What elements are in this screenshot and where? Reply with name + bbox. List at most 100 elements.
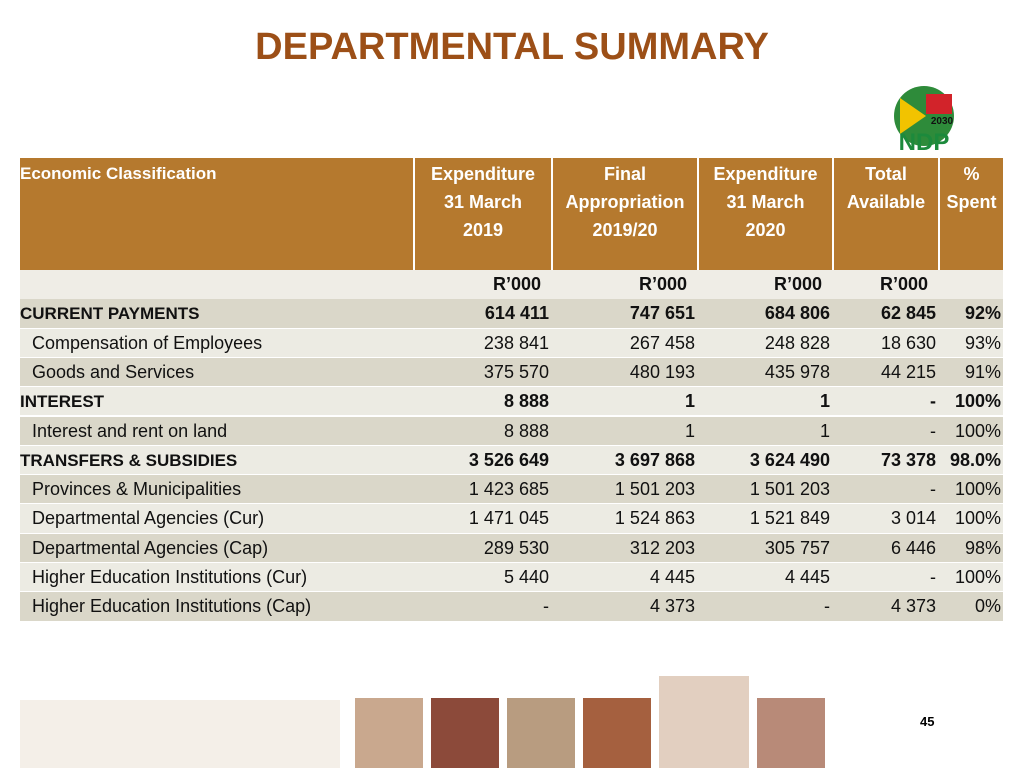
- value-cell: 614 411: [484, 303, 549, 324]
- row-bg: [20, 504, 1003, 533]
- children-image: [20, 700, 340, 768]
- unit-cell: R’000: [492, 274, 541, 294]
- slide-title: DEPARTMENTAL SUMMARY: [255, 26, 769, 68]
- row-bg: [20, 533, 1003, 562]
- header-line: 31 March: [726, 192, 805, 212]
- value-cell: 8 888: [503, 420, 549, 441]
- row-bg: [20, 299, 1003, 328]
- value-cell: 92%: [964, 303, 1001, 324]
- photo: [431, 698, 499, 768]
- value-cell: 1 423 685: [468, 479, 549, 500]
- row-label: Interest and rent on land: [32, 420, 228, 441]
- value-cell: 305 757: [764, 537, 830, 558]
- logo-flag-red: [926, 94, 952, 114]
- header-line: 2019/20: [592, 220, 658, 240]
- value-cell: 1 524 863: [614, 508, 695, 529]
- row-label: CURRENT PAYMENTS: [20, 304, 200, 324]
- value-cell: 1 521 849: [749, 508, 830, 529]
- photo: [757, 698, 825, 768]
- row-bg: [20, 563, 1003, 592]
- value-cell: 91%: [964, 361, 1001, 382]
- header-cell: % Spent: [940, 158, 1003, 270]
- value-cell: 375 570: [483, 361, 549, 382]
- value-cell: 4 373: [649, 596, 695, 617]
- value-cell: 100%: [954, 479, 1001, 500]
- row-bg: [20, 592, 1003, 621]
- value-cell: 44 215: [880, 361, 936, 382]
- value-cell: 3 697 868: [614, 449, 695, 470]
- value-cell: 100%: [954, 567, 1001, 587]
- row-label: Provinces & Municipalities: [32, 479, 242, 500]
- photo: [507, 698, 575, 768]
- value-cell: -: [824, 596, 830, 617]
- value-cell: 93%: [964, 332, 1001, 353]
- value-cell: 289 530: [483, 537, 549, 558]
- row-bg: [20, 445, 1003, 475]
- row-bg: [20, 357, 1003, 387]
- value-cell: 3 526 649: [468, 449, 549, 470]
- unit-cell: R’000: [638, 274, 687, 294]
- value-cell: 684 806: [764, 303, 830, 324]
- image-bg: [20, 700, 340, 768]
- value-cell: 435 978: [764, 361, 830, 382]
- value-cell: 3 014: [890, 508, 936, 529]
- unit-cell: R’000: [773, 274, 822, 294]
- header-cell: Expenditure 31 March 2019: [415, 158, 551, 270]
- value-cell: 3 624 490: [749, 449, 830, 470]
- ndp-logo: 2030 NDP: [894, 86, 954, 154]
- value-cell: 62 845: [880, 303, 936, 324]
- logo-year: 2030: [931, 116, 954, 127]
- row-label: Departmental Agencies (Cur): [32, 508, 265, 529]
- value-cell: 98.0%: [949, 449, 1001, 470]
- value-cell: 1: [684, 391, 695, 412]
- value-cell: 238 841: [483, 332, 549, 353]
- row-bg: [20, 387, 1003, 416]
- header-line: Final: [603, 164, 646, 184]
- header-cell: Total Available: [834, 158, 938, 270]
- row-label: Higher Education Institutions (Cap): [32, 596, 312, 617]
- value-cell: -: [930, 567, 936, 587]
- unit-cell: R’000: [879, 274, 928, 294]
- value-cell: 267 458: [629, 332, 695, 353]
- header-line: Economic Classification: [20, 164, 217, 183]
- photo: [355, 698, 423, 768]
- units-row-bg: [20, 270, 1003, 300]
- value-cell: -: [543, 596, 549, 617]
- header-line: 2019: [462, 220, 504, 240]
- header-cell: Final Appropriation 2019/20: [553, 158, 697, 270]
- row-label: Higher Education Institutions (Cur): [32, 567, 308, 587]
- value-cell: 1 501 203: [614, 479, 695, 500]
- value-cell: 4 373: [890, 596, 936, 617]
- header-cell: Economic Classification: [20, 158, 413, 270]
- value-cell: 747 651: [629, 303, 695, 324]
- value-cell: 4 445: [784, 567, 830, 587]
- value-cell: 100%: [954, 420, 1001, 441]
- value-cell: 1 471 045: [468, 508, 549, 529]
- logo-name: NDP: [899, 129, 950, 154]
- value-cell: 73 378: [880, 449, 936, 470]
- header-line: 2020: [745, 220, 786, 240]
- row-bg: [20, 416, 1003, 445]
- value-cell: 98%: [964, 537, 1001, 558]
- value-cell: 5 440: [503, 567, 549, 587]
- value-cell: -: [930, 391, 936, 412]
- value-cell: 1 501 203: [749, 479, 830, 500]
- header-line: Expenditure: [430, 164, 536, 184]
- page-number: 45: [920, 714, 935, 729]
- value-cell: 312 203: [629, 537, 695, 558]
- logo-flag: [900, 98, 926, 134]
- row-label: TRANSFERS & SUBSIDIES: [20, 450, 238, 470]
- value-cell: 480 193: [629, 361, 695, 382]
- header-cell: Expenditure 31 March 2020: [699, 158, 832, 270]
- row-bg: [20, 328, 1003, 357]
- value-cell: 100%: [954, 508, 1001, 529]
- row-label: Departmental Agencies (Cap): [32, 537, 269, 558]
- value-cell: 100%: [954, 391, 1001, 412]
- header-line: 31 March: [443, 192, 523, 212]
- header-line: Expenditure: [713, 164, 818, 184]
- header-line: Spent: [946, 192, 997, 212]
- photo: [583, 698, 651, 768]
- value-cell: 4 445: [649, 567, 695, 587]
- header-line: Total: [865, 164, 907, 184]
- value-cell: 248 828: [764, 332, 830, 353]
